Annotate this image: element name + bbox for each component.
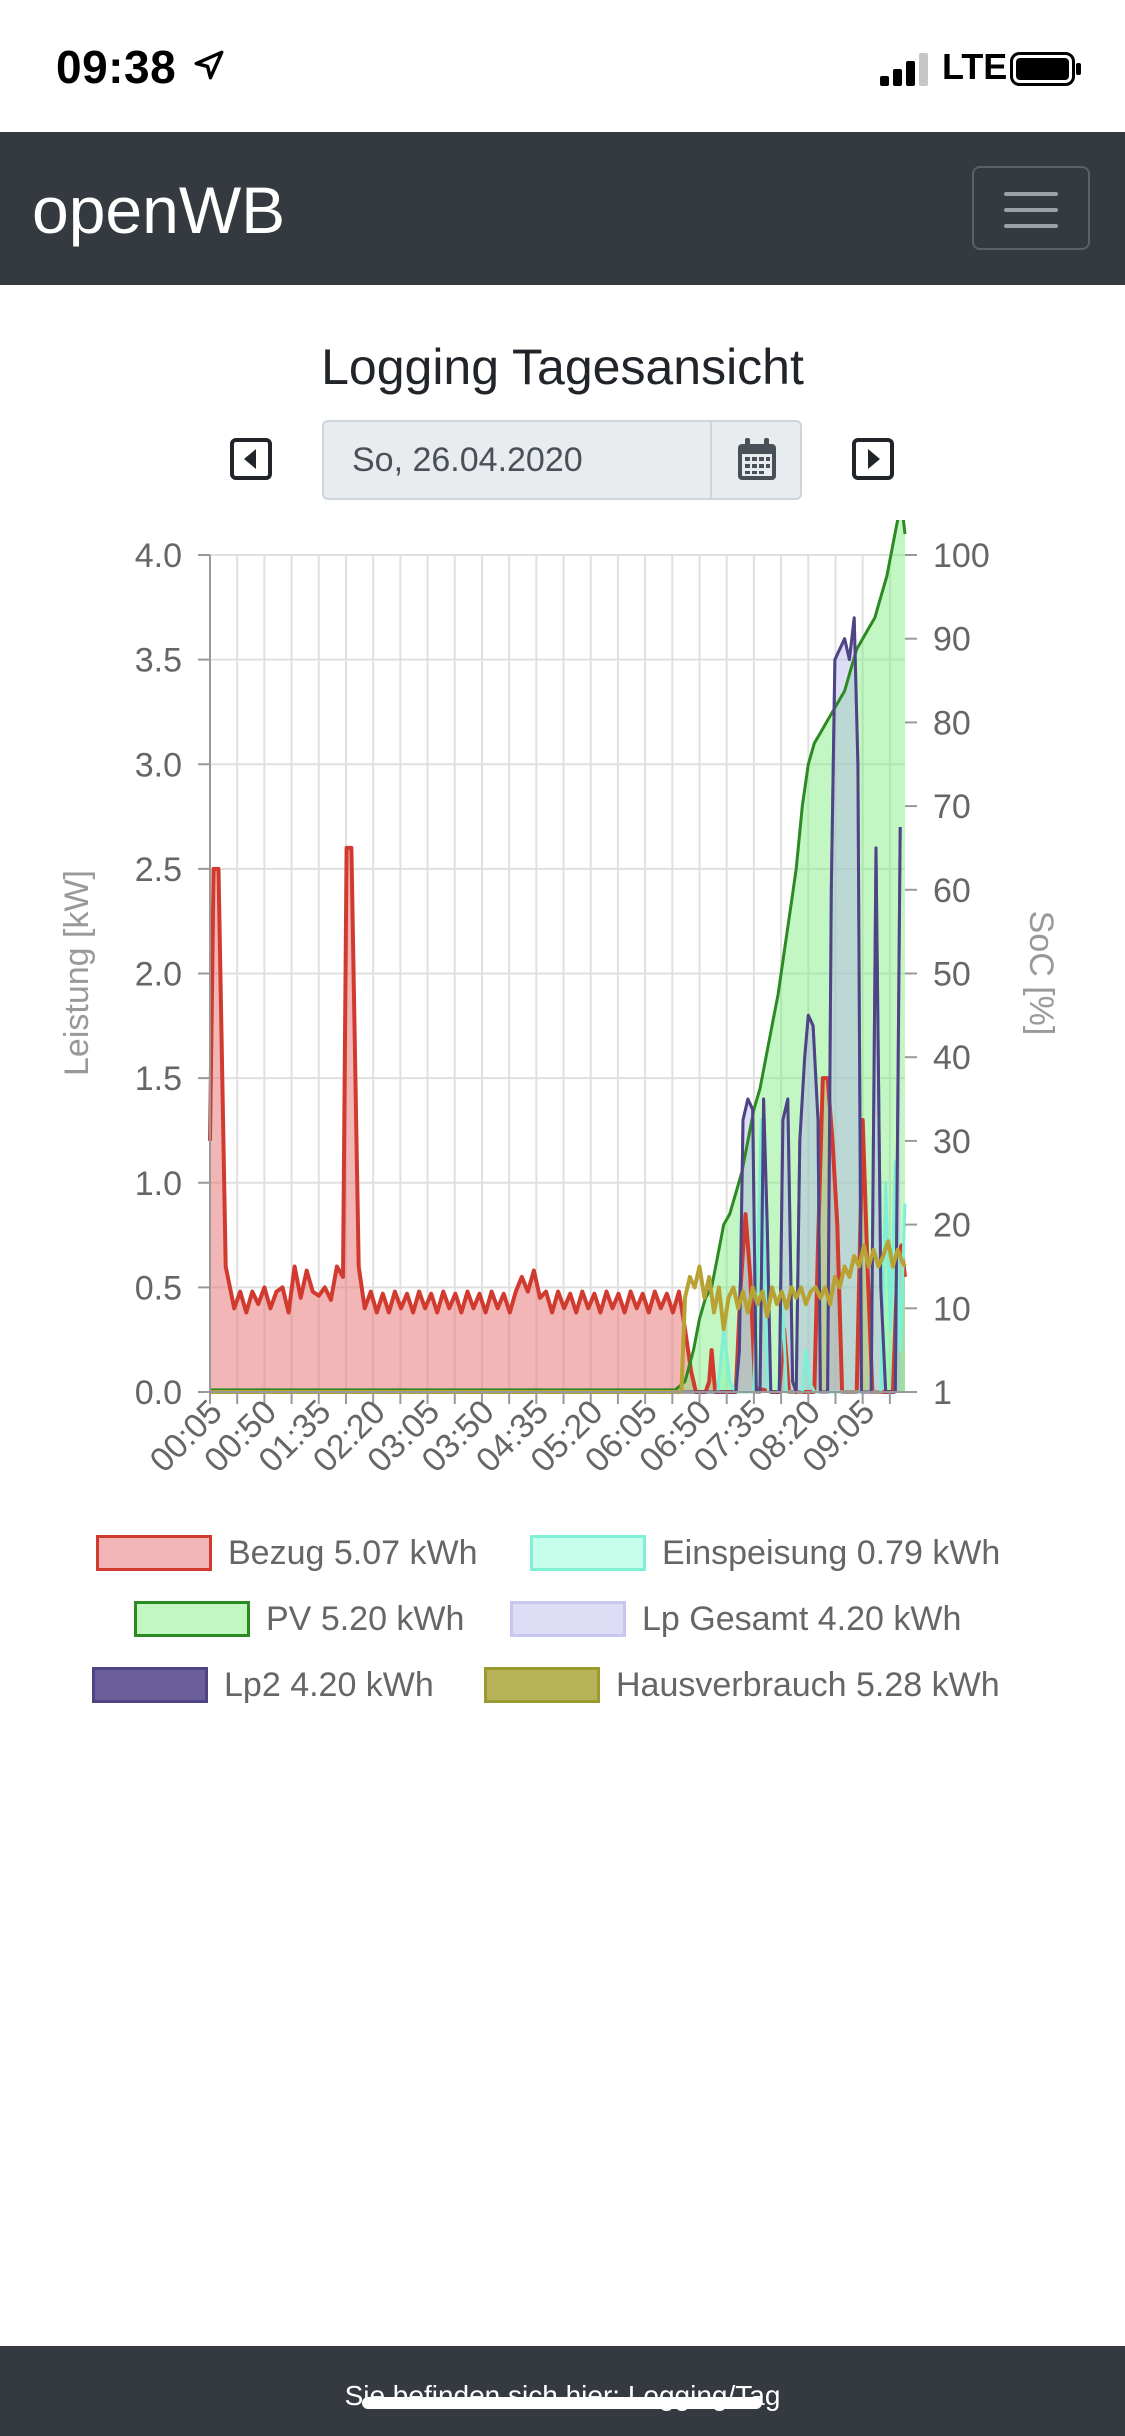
legend-item-lp-gesamt[interactable]: Lp Gesamt 4.20 kWh [510, 1591, 961, 1647]
date-picker: So, 26.04.2020 [322, 420, 802, 500]
y2-tick-label: 10 [933, 1290, 971, 1328]
y2-tick-label: 30 [933, 1123, 971, 1161]
prev-day-button[interactable] [230, 438, 272, 480]
series-line-hausverbrauch [210, 1239, 907, 1394]
y-axis-label: Leistung [kW] [58, 870, 96, 1076]
y2-tick-label: 100 [933, 537, 990, 575]
y-tick-label: 2.5 [135, 851, 182, 889]
status-bar: 09:38 LTE [0, 0, 1125, 132]
legend-item-bezug[interactable]: Bezug 5.07 kWh [96, 1525, 477, 1581]
legend-swatch [134, 1601, 250, 1637]
navbar: openWB [0, 132, 1125, 285]
y-tick-label: 3.5 [135, 642, 182, 680]
power-chart: 4.0 3.5 3.0 2.5 2.0 1.5 1.0 0.5 0.0 100 90 80 70 60 50… [58, 520, 1060, 1480]
location-arrow-icon [194, 50, 224, 80]
network-type: LTE [942, 46, 1008, 87]
y2-tick-label: 20 [933, 1207, 971, 1245]
legend-label: Lp2 4.20 kWh [224, 1665, 434, 1704]
legend-label: Lp Gesamt 4.20 kWh [642, 1599, 962, 1638]
y2-tick-label: 70 [933, 788, 971, 826]
calendar-icon [738, 438, 776, 480]
legend-label: PV 5.20 kWh [266, 1599, 465, 1638]
status-time: 09:38 [56, 41, 177, 93]
legend-swatch [510, 1601, 626, 1637]
home-indicator [362, 2397, 762, 2409]
calendar-button[interactable] [710, 422, 800, 498]
y-tick-label: 1.0 [135, 1165, 182, 1203]
legend-swatch [92, 1667, 208, 1703]
legend-item-pv[interactable]: PV 5.20 kWh [134, 1591, 464, 1647]
brand-logo[interactable]: openWB [32, 173, 286, 247]
y2-tick-label: 40 [933, 1039, 971, 1077]
series-area-pv [210, 520, 905, 1392]
y2-tick-label: 50 [933, 956, 971, 994]
legend-item-einspeisung[interactable]: Einspeisung 0.79 kWh [530, 1525, 1000, 1581]
y2-tick-label: 1 [933, 1374, 952, 1412]
hamburger-menu-icon-bar [1004, 208, 1058, 212]
hamburger-menu-icon [1004, 192, 1058, 196]
y-tick-label: 3.0 [135, 746, 182, 784]
next-day-button[interactable] [852, 438, 894, 480]
y-tick-label: 4.0 [135, 537, 182, 575]
battery-icon [1010, 52, 1081, 86]
legend-swatch [96, 1535, 212, 1571]
legend-label: Bezug 5.07 kWh [228, 1533, 478, 1572]
series-area-lp-gesamt [210, 617, 901, 1392]
y2-tick-label: 60 [933, 872, 971, 910]
menu-toggle-button[interactable] [972, 166, 1090, 250]
y-tick-label: 2.0 [135, 956, 182, 994]
hamburger-menu-icon-bar [1004, 224, 1058, 228]
caret-left-icon [244, 449, 256, 469]
y2-tick-label: 90 [933, 621, 971, 659]
y2-tick-label: 80 [933, 704, 971, 742]
legend-swatch [530, 1535, 646, 1571]
caret-right-icon [868, 449, 880, 469]
cellular-signal-icon [880, 53, 928, 86]
legend-item-hausverbrauch[interactable]: Hausverbrauch 5.28 kWh [484, 1657, 1000, 1713]
legend-label: Einspeisung 0.79 kWh [662, 1533, 1001, 1572]
legend-label: Hausverbrauch 5.28 kWh [616, 1665, 1000, 1704]
footer: Sie befinden sich hier: Logging/Tag [0, 2346, 1125, 2436]
series-area-bezug [210, 847, 905, 1392]
legend-swatch [484, 1667, 600, 1703]
date-input[interactable]: So, 26.04.2020 [352, 441, 583, 479]
y2-axis-label: SoC [%] [1022, 911, 1060, 1036]
y-tick-label: 1.5 [135, 1060, 182, 1098]
y-tick-label: 0.5 [135, 1269, 182, 1307]
page-title: Logging Tagesansicht [321, 339, 804, 395]
series-line-pv [210, 520, 907, 1392]
legend-item-lp2[interactable]: Lp2 4.20 kWh [92, 1657, 434, 1713]
y-tick-label: 0.0 [135, 1374, 182, 1412]
